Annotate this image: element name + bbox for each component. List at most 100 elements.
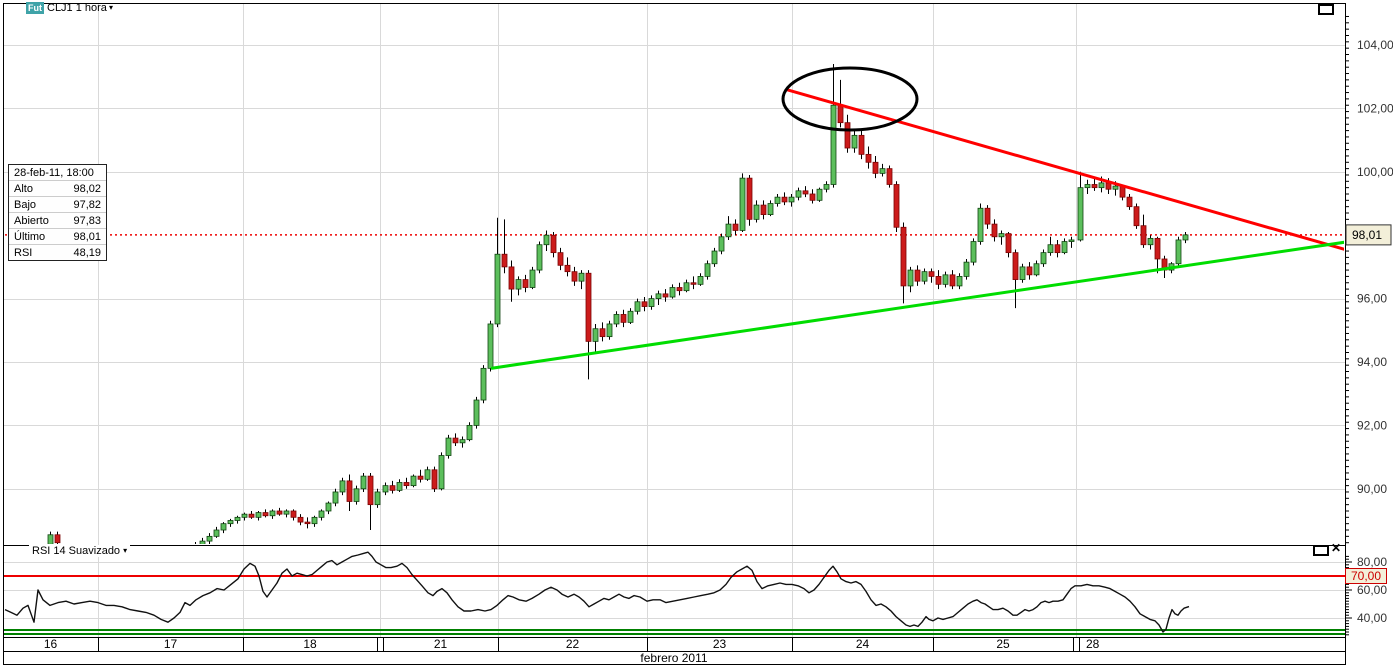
candle — [872, 155, 879, 179]
date-label: 18 — [303, 637, 317, 651]
candle — [522, 274, 529, 293]
date-label: 17 — [164, 637, 178, 651]
candle — [977, 203, 984, 245]
candle — [767, 200, 774, 217]
candle — [956, 273, 963, 290]
candle — [970, 238, 977, 266]
candle — [276, 507, 283, 516]
data-tooltip: 28-feb-11, 18:00 Alto 98,02 Bajo 97,82 A… — [8, 164, 107, 261]
date-label: 24 — [856, 637, 870, 651]
candle — [529, 266, 536, 290]
rsi-indicator-selector[interactable]: RSI 14 Suavizado ▾ — [29, 545, 131, 557]
maximize-icon[interactable] — [1313, 545, 1329, 556]
candle — [564, 257, 571, 277]
date-label: 23 — [713, 637, 727, 651]
tooltip-label: RSI — [14, 247, 33, 259]
candle — [851, 130, 858, 153]
candle — [963, 258, 970, 280]
candle — [1054, 239, 1061, 258]
candle — [1175, 236, 1182, 267]
candle — [353, 485, 360, 505]
candle — [508, 260, 515, 302]
tooltip-row: Último 98,01 — [9, 228, 106, 244]
annotations[interactable] — [490, 66, 1345, 370]
tooltip-row: Abierto 97,83 — [9, 212, 106, 228]
trendline-descending-resistance — [785, 87, 1344, 251]
candle — [367, 472, 374, 531]
candle — [1084, 179, 1091, 194]
candle — [557, 247, 564, 271]
candle — [382, 482, 389, 496]
candle — [739, 173, 746, 233]
price-axis-label: 100,00 — [1357, 165, 1393, 179]
candle — [1005, 232, 1012, 258]
candle — [297, 514, 304, 526]
candle — [445, 434, 452, 459]
candle — [501, 219, 508, 274]
candle — [788, 193, 795, 207]
price-axis-label: 104,00 — [1357, 38, 1393, 52]
candle — [746, 174, 753, 226]
tooltip-value: 97,83 — [73, 215, 101, 227]
candle — [304, 517, 311, 529]
tooltip-value: 98,02 — [73, 183, 101, 195]
candle — [1033, 260, 1040, 277]
candle — [781, 192, 788, 206]
axis-ticks — [1345, 15, 1352, 636]
candle — [886, 165, 893, 188]
candle — [248, 510, 255, 519]
candle — [1147, 235, 1154, 250]
candle — [374, 488, 381, 508]
candle — [1068, 236, 1075, 248]
candle — [283, 509, 290, 518]
instrument-selector[interactable]: Fut CLJ1 1 hora ▾ — [26, 2, 113, 14]
candle — [550, 232, 557, 258]
candle — [907, 266, 914, 293]
rsi-level-lines — [3, 562, 1345, 635]
candle — [417, 469, 424, 483]
candle — [914, 265, 921, 286]
candle — [774, 193, 781, 207]
candle — [711, 247, 718, 267]
tooltip-value: 48,19 — [73, 247, 101, 259]
candle — [690, 276, 697, 290]
candle — [234, 515, 241, 524]
candle — [816, 187, 823, 202]
candle — [900, 222, 907, 304]
rsi-axis-label: 60,00 — [1357, 583, 1387, 597]
tooltip-value: 98,01 — [73, 231, 101, 243]
tooltip-timestamp: 28-feb-11, 18:00 — [14, 167, 94, 179]
candle — [47, 531, 54, 544]
date-label: 16 — [44, 637, 58, 651]
close-icon[interactable]: ✕ — [1331, 541, 1342, 555]
date-axis: 16 17 18 21 22 23 24 25 28 febrero 2011 — [3, 637, 1346, 665]
price-panel-border — [3, 3, 1346, 546]
candle — [1133, 203, 1140, 229]
tooltip-row: RSI 48,19 — [9, 244, 106, 260]
candle — [452, 433, 459, 447]
candle — [1161, 255, 1168, 278]
candle — [262, 509, 269, 518]
price-axis-label: 92,00 — [1357, 418, 1387, 432]
candle — [704, 260, 711, 280]
price-axis-label: 96,00 — [1357, 292, 1387, 306]
candle — [1182, 232, 1189, 244]
candle — [536, 241, 543, 274]
candle — [195, 542, 196, 544]
date-strip — [3, 637, 1346, 652]
maximize-icon[interactable] — [1318, 4, 1334, 15]
rsi-axis-label: 40,00 — [1357, 611, 1387, 625]
candle — [725, 216, 732, 240]
candle — [648, 295, 655, 310]
candle — [606, 320, 613, 340]
candle — [332, 488, 339, 507]
candle — [339, 477, 346, 496]
candle — [1047, 236, 1054, 256]
candle — [697, 273, 704, 286]
rsi-overbought-box — [1345, 568, 1387, 584]
candle — [1126, 193, 1133, 210]
candle — [571, 266, 578, 286]
candle — [669, 284, 676, 299]
